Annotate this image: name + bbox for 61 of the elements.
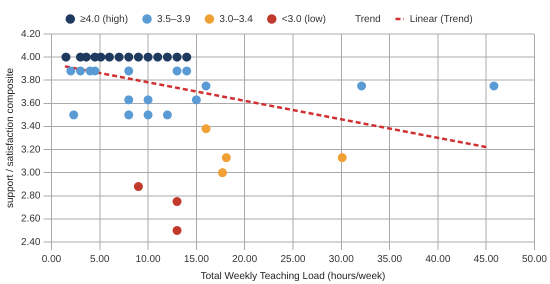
y-tick-label: 2.60 xyxy=(20,214,41,225)
point xyxy=(162,110,172,120)
point xyxy=(182,66,192,76)
legend-label: 3.5–3.9 xyxy=(157,14,191,25)
x-tick-label: 0.00 xyxy=(42,254,62,265)
point xyxy=(172,52,182,62)
point xyxy=(489,82,498,90)
point xyxy=(357,82,366,90)
x-tick-label: 45.00 xyxy=(474,254,500,265)
point xyxy=(69,110,78,120)
y-axis-title: support / satisfaction composite xyxy=(4,68,16,208)
x-tick-label: 10.00 xyxy=(136,254,162,265)
y-tick-label: 3.20 xyxy=(20,144,41,156)
legend-title: Trend xyxy=(354,14,381,25)
y-tick-label: 2.80 xyxy=(20,190,41,202)
point xyxy=(134,182,143,192)
legend-label: 3.0–3.4 xyxy=(219,14,254,25)
point xyxy=(124,110,134,120)
point xyxy=(172,226,182,235)
point xyxy=(144,95,153,104)
x-tick-label: 35.00 xyxy=(377,254,403,265)
point xyxy=(104,52,114,62)
x-tick-label: 15.00 xyxy=(184,254,210,265)
point xyxy=(172,66,182,76)
y-tick-label: 4.00 xyxy=(20,52,41,63)
point xyxy=(134,52,143,62)
x-tick-label: 40.00 xyxy=(425,254,451,265)
point xyxy=(338,153,347,162)
y-tick-label: 3.00 xyxy=(20,167,41,178)
point xyxy=(124,52,134,62)
legend-label: <3.0 (low) xyxy=(282,14,326,25)
point xyxy=(162,52,172,62)
y-tick-label: 3.60 xyxy=(20,98,41,110)
point xyxy=(114,52,124,62)
point xyxy=(144,110,153,120)
legend-label: Linear (Trend) xyxy=(410,14,473,25)
x-tick-label: 25.00 xyxy=(280,254,306,265)
point xyxy=(192,95,201,104)
point xyxy=(124,95,134,104)
point xyxy=(172,197,182,206)
point xyxy=(76,66,85,76)
x-tick-label: 5.00 xyxy=(90,254,110,265)
x-tick-label: 50.00 xyxy=(522,254,548,265)
point xyxy=(144,52,153,62)
point xyxy=(66,66,76,76)
x-tick-label: 20.00 xyxy=(232,254,258,265)
legend-label: ≥4.0 (high) xyxy=(80,14,128,25)
x-tick-label: 30.00 xyxy=(328,254,354,265)
y-tick-label: 4.20 xyxy=(20,28,41,40)
point xyxy=(202,124,211,134)
point xyxy=(202,82,211,90)
point xyxy=(222,153,231,162)
x-axis-title: Total Weekly Teaching Load (hours/week) xyxy=(200,270,386,282)
point xyxy=(124,66,134,76)
y-tick-label: 3.80 xyxy=(20,74,41,86)
y-tick-label: 2.40 xyxy=(20,236,41,248)
point xyxy=(153,52,162,62)
point xyxy=(61,52,70,62)
y-tick-label: 3.40 xyxy=(20,121,41,132)
point xyxy=(182,52,192,62)
point xyxy=(218,168,227,178)
